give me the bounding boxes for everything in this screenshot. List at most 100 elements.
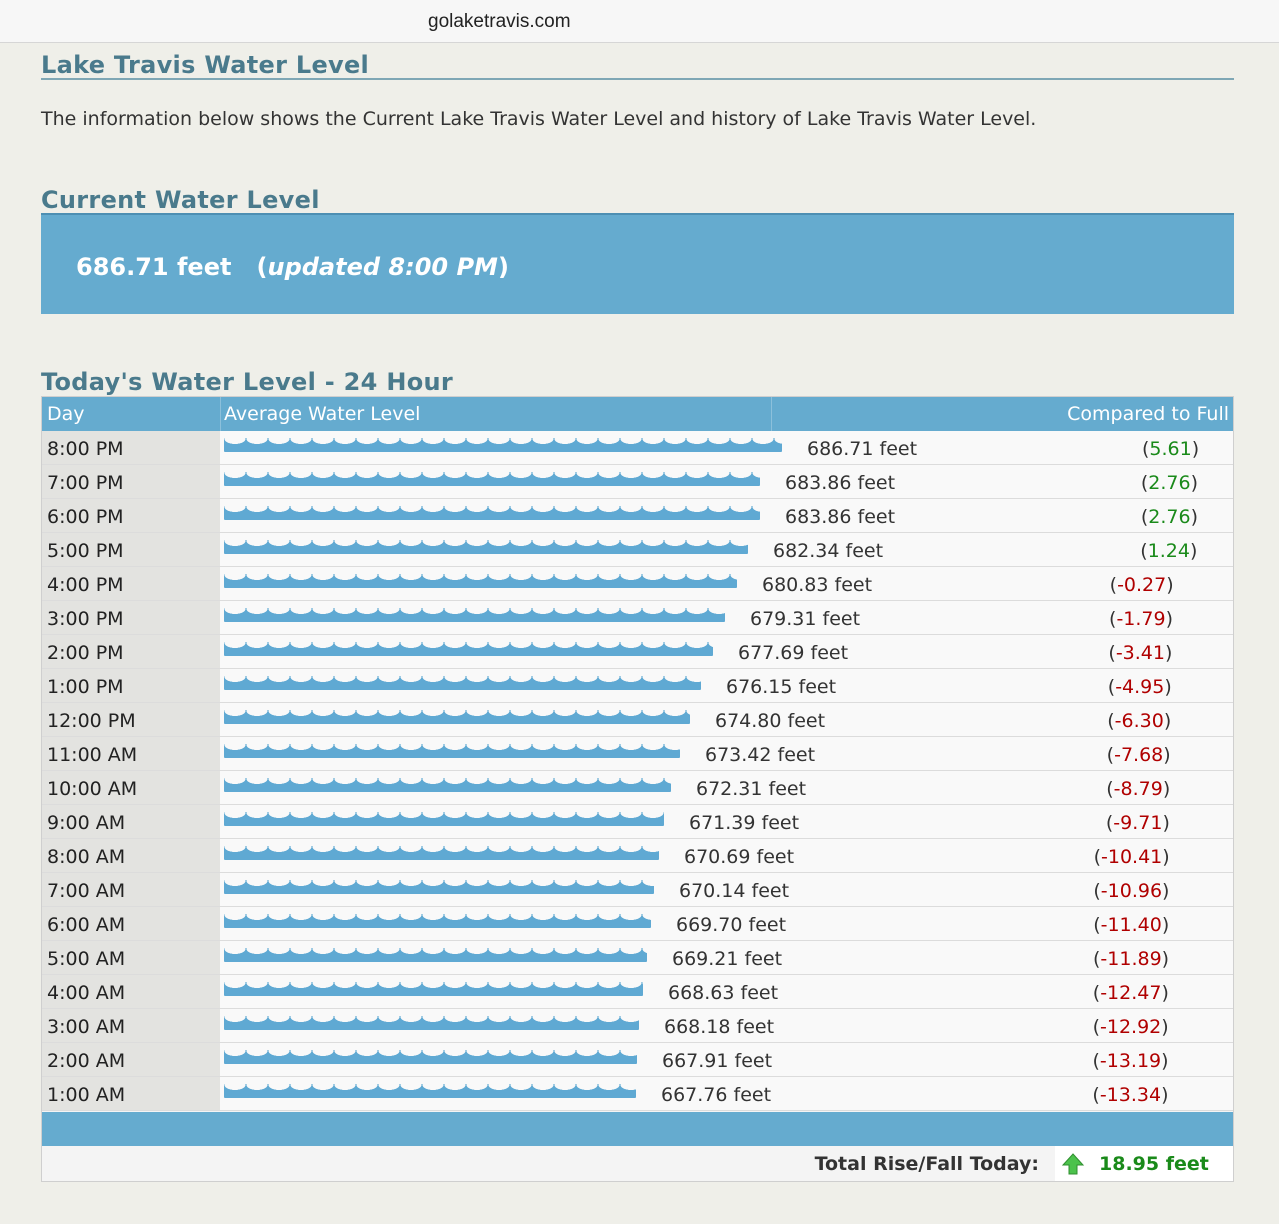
total-row: Total Rise/Fall Today: 18.95 feet — [42, 1146, 1233, 1181]
row-time: 11:00 AM — [42, 737, 220, 770]
table-row: 7:00 AM 670.14 feet (-10.96) — [42, 873, 1233, 907]
row-compared-value: (-10.96) — [1093, 880, 1170, 902]
table-row: 6:00 PM 683.86 feet (2.76) — [42, 499, 1233, 533]
row-compared-value: (-11.89) — [1093, 948, 1170, 970]
row-time: 2:00 AM — [42, 1043, 220, 1076]
water-level-bar — [224, 982, 643, 996]
row-time: 4:00 AM — [42, 975, 220, 1008]
row-level-value: 667.91 feet — [662, 1050, 773, 1072]
today-level-heading: Today's Water Level - 24 Hour — [41, 368, 454, 396]
row-level-value: 686.71 feet — [807, 438, 918, 460]
row-level-value: 682.34 feet — [773, 540, 884, 562]
compared-number: -11.40 — [1100, 914, 1162, 936]
total-value: 18.95 feet — [1099, 1153, 1209, 1175]
table-row: 2:00 PM 677.69 feet (-3.41) — [42, 635, 1233, 669]
row-time: 3:00 PM — [42, 601, 220, 634]
compared-number: -4.95 — [1115, 676, 1165, 698]
compared-number: -1.79 — [1116, 608, 1166, 630]
compared-number: -13.19 — [1099, 1050, 1162, 1072]
table-row: 5:00 AM 669.21 feet (-11.89) — [42, 941, 1233, 975]
water-level-table: Day Average Water Level Compared to Full… — [41, 396, 1234, 1182]
table-row: 10:00 AM 672.31 feet (-8.79) — [42, 771, 1233, 805]
browser-address-bar[interactable]: golaketravis.com — [0, 0, 1279, 43]
compared-number: 5.61 — [1149, 438, 1192, 460]
row-time: 8:00 PM — [42, 431, 220, 464]
water-level-bar — [224, 948, 647, 962]
compared-number: -3.41 — [1115, 642, 1165, 664]
water-level-bar — [224, 608, 725, 622]
water-level-bar — [224, 778, 671, 792]
row-compared-value: (-7.68) — [1106, 744, 1171, 766]
water-level-bar — [224, 642, 713, 656]
table-row: 4:00 AM 668.63 feet (-12.47) — [42, 975, 1233, 1009]
water-level-bar — [224, 812, 664, 826]
row-compared-value: (-13.19) — [1092, 1050, 1169, 1072]
current-level-box: 686.71 feet (updated 8:00 PM) — [41, 213, 1234, 314]
row-compared-value: (1.24) — [1140, 540, 1198, 562]
intro-text: The information below shows the Current … — [41, 108, 1037, 130]
table-row: 5:00 PM 682.34 feet (1.24) — [42, 533, 1233, 567]
row-time: 5:00 PM — [42, 533, 220, 566]
row-time: 10:00 AM — [42, 771, 220, 804]
compared-number: -7.68 — [1114, 744, 1164, 766]
row-compared-value: (-11.40) — [1093, 914, 1170, 936]
row-time: 7:00 PM — [42, 465, 220, 498]
row-compared-value: (-10.41) — [1093, 846, 1170, 868]
table-row: 11:00 AM 673.42 feet (-7.68) — [42, 737, 1233, 771]
water-level-bar — [224, 574, 737, 588]
row-compared-value: (-4.95) — [1107, 676, 1172, 698]
table-row: 8:00 AM 670.69 feet (-10.41) — [42, 839, 1233, 873]
water-level-bar — [224, 880, 654, 894]
row-level-value: 673.42 feet — [705, 744, 816, 766]
row-time: 3:00 AM — [42, 1009, 220, 1042]
row-level-value: 668.18 feet — [664, 1016, 775, 1038]
title-divider — [41, 78, 1234, 80]
current-level-feet: 686.71 feet — [76, 253, 232, 281]
header-compared-to-full: Compared to Full — [1067, 403, 1229, 425]
table-row: 3:00 AM 668.18 feet (-12.92) — [42, 1009, 1233, 1043]
total-cell: 18.95 feet — [1055, 1146, 1233, 1181]
current-level-heading: Current Water Level — [41, 186, 320, 214]
current-level-value: 686.71 feet (updated 8:00 PM) — [76, 253, 509, 281]
row-level-value: 670.69 feet — [684, 846, 795, 868]
row-compared-value: (-6.30) — [1107, 710, 1172, 732]
page-title: Lake Travis Water Level — [41, 51, 370, 79]
compared-number: -9.71 — [1113, 812, 1163, 834]
row-level-value: 674.80 feet — [715, 710, 826, 732]
compared-number: -8.79 — [1113, 778, 1163, 800]
row-level-value: 676.15 feet — [726, 676, 837, 698]
total-label: Total Rise/Fall Today: — [814, 1153, 1039, 1175]
row-level-value: 669.70 feet — [676, 914, 787, 936]
row-level-value: 671.39 feet — [689, 812, 800, 834]
compared-number: -13.34 — [1099, 1084, 1162, 1106]
compared-number: -0.27 — [1117, 574, 1167, 596]
table-row: 3:00 PM 679.31 feet (-1.79) — [42, 601, 1233, 635]
row-compared-value: (-1.79) — [1109, 608, 1174, 630]
compared-number: 2.76 — [1148, 506, 1191, 528]
table-row: 1:00 AM 667.76 feet (-13.34) — [42, 1077, 1233, 1111]
row-time: 5:00 AM — [42, 941, 220, 974]
row-time: 1:00 AM — [42, 1077, 220, 1110]
row-level-value: 679.31 feet — [750, 608, 861, 630]
row-level-value: 668.63 feet — [668, 982, 779, 1004]
row-level-value: 672.31 feet — [696, 778, 807, 800]
table-row: 2:00 AM 667.91 feet (-13.19) — [42, 1043, 1233, 1077]
compared-number: -12.47 — [1100, 982, 1162, 1004]
row-level-value: 677.69 feet — [738, 642, 849, 664]
row-level-value: 683.86 feet — [785, 506, 896, 528]
row-level-value: 680.83 feet — [762, 574, 873, 596]
row-compared-value: (-13.34) — [1092, 1084, 1169, 1106]
water-level-bar — [224, 438, 782, 452]
table-row: 8:00 PM 686.71 feet (5.61) — [42, 431, 1233, 465]
row-compared-value: (-3.41) — [1108, 642, 1173, 664]
water-level-bar — [224, 1050, 637, 1064]
water-level-bar — [224, 472, 760, 486]
water-level-bar — [224, 506, 760, 520]
table-row: 4:00 PM 680.83 feet (-0.27) — [42, 567, 1233, 601]
row-time: 8:00 AM — [42, 839, 220, 872]
table-header: Day Average Water Level Compared to Full — [42, 397, 1233, 431]
url-text[interactable]: golaketravis.com — [428, 11, 571, 32]
row-time: 2:00 PM — [42, 635, 220, 668]
row-time: 12:00 PM — [42, 703, 220, 736]
row-compared-value: (-9.71) — [1105, 812, 1170, 834]
